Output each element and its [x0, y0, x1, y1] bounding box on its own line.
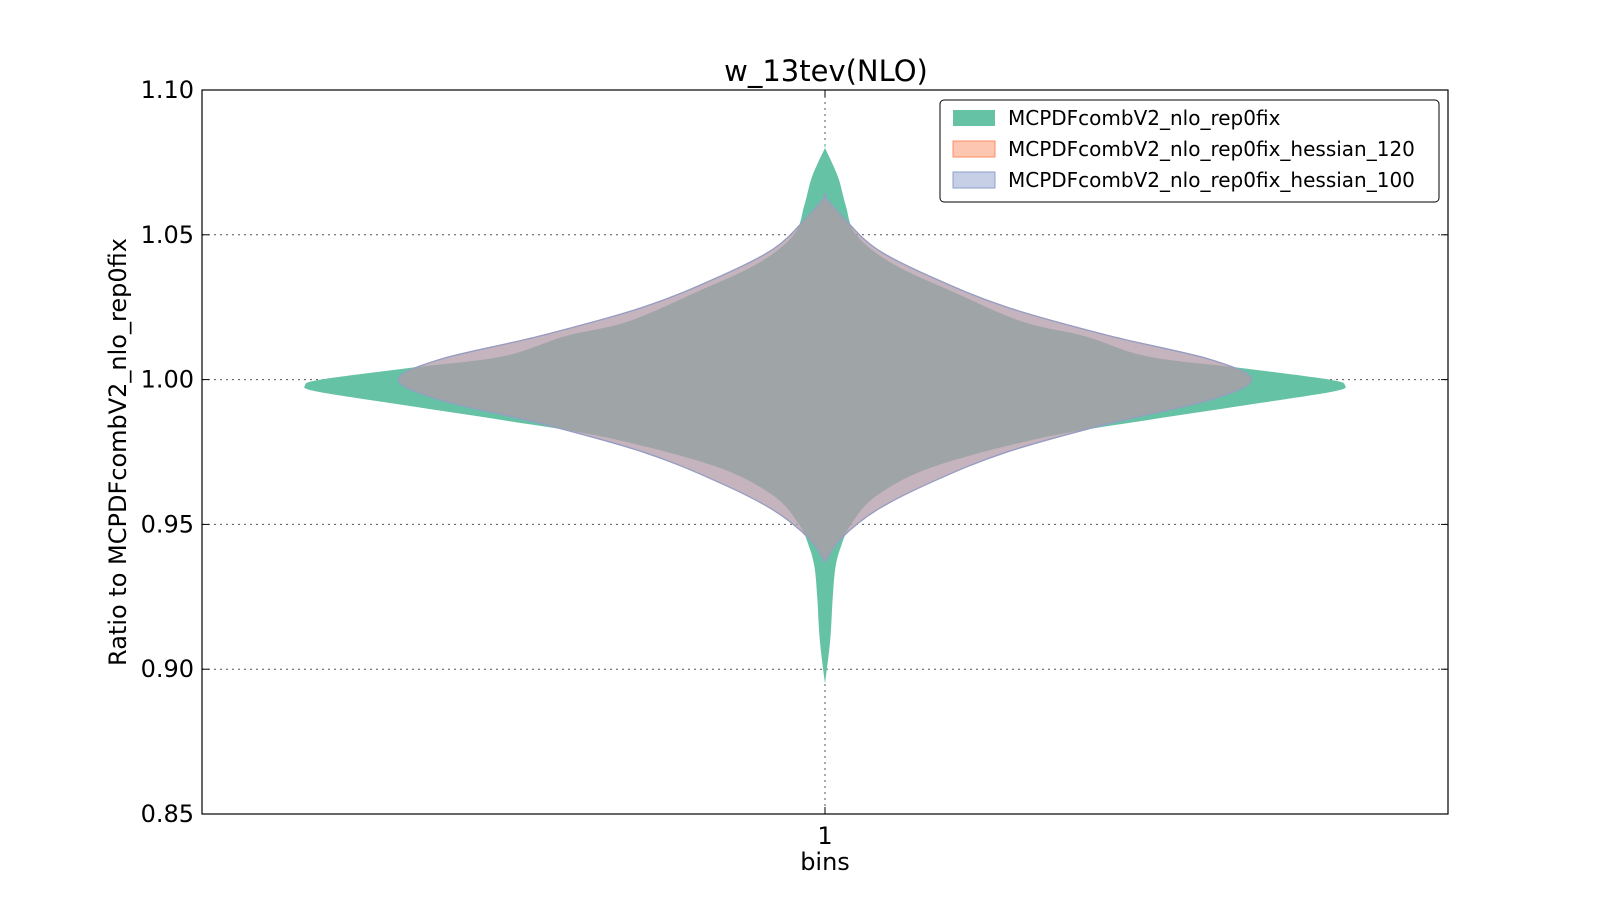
y-tick-label: 0.95	[141, 510, 194, 538]
x-tick-label: 1	[817, 822, 832, 850]
y-tick-label: 0.85	[141, 800, 194, 828]
legend-frame	[939, 99, 1440, 203]
legend-swatch	[953, 110, 995, 126]
legend-label: MCPDFcombV2_nlo_rep0fix_hessian_100	[1008, 168, 1415, 192]
violin-3	[397, 193, 1253, 564]
y-tick-label: 0.90	[141, 655, 194, 683]
legend-label: MCPDFcombV2_nlo_rep0fix	[1008, 106, 1281, 130]
legend: MCPDFcombV2_nlo_rep0fix MCPDFcombV2_nlo_r…	[939, 99, 1440, 203]
x-axis: 1	[817, 90, 833, 850]
y-axis-label: Ratio to MCPDFcombV2_nlo_rep0fix	[104, 238, 132, 666]
y-tick-label: 1.00	[141, 366, 194, 394]
y-axis: 0.85 0.90 0.95 1.00 1.05 1.10	[141, 76, 1448, 828]
legend-swatch	[952, 140, 996, 158]
x-axis-label: bins	[800, 848, 850, 876]
legend-swatch	[952, 171, 996, 189]
legend-label: MCPDFcombV2_nlo_rep0fix_hessian_120	[1008, 137, 1415, 161]
violins	[304, 144, 1346, 684]
legend-entries: MCPDFcombV2_nlo_rep0fix MCPDFcombV2_nlo_r…	[952, 106, 1415, 192]
y-tick-label: 1.05	[141, 221, 194, 249]
y-tick-label: 1.10	[141, 76, 194, 104]
chart-title: w_13tev(NLO)	[724, 54, 928, 88]
